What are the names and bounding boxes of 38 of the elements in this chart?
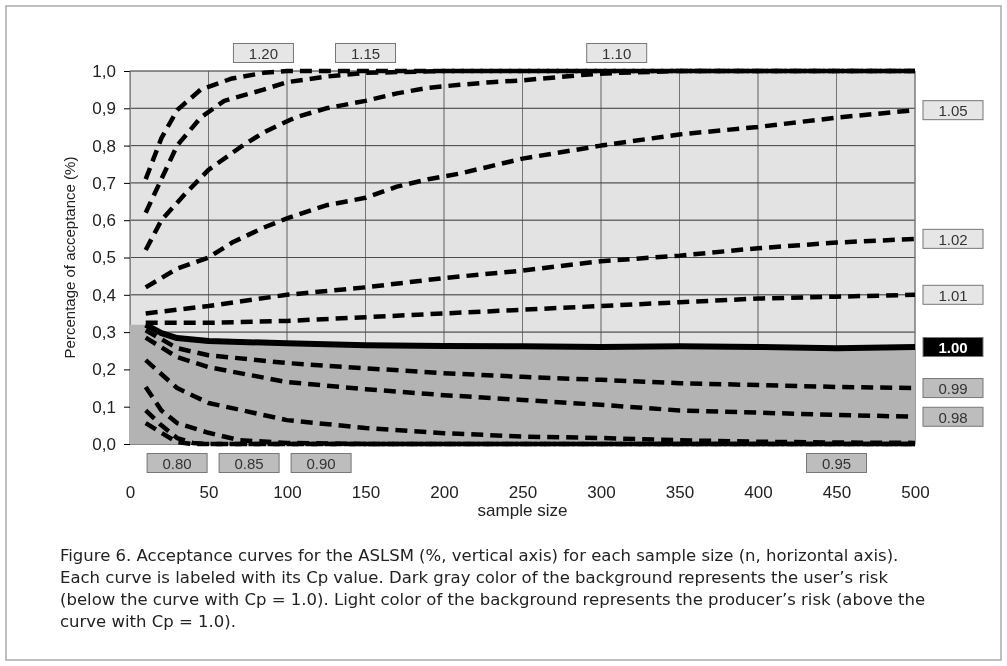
y-tick-label: 0,1 <box>92 397 116 417</box>
x-tick-label: 0 <box>125 483 136 503</box>
series-label: 0.99 <box>938 380 968 398</box>
y-tick-label: 0,4 <box>92 285 116 305</box>
series-label: 1.01 <box>938 286 968 304</box>
series-label: 0.80 <box>162 455 192 472</box>
x-tick-label: 250 <box>508 483 538 503</box>
x-tick-label: 100 <box>273 483 302 503</box>
series-label: 0.98 <box>938 408 968 426</box>
y-tick-label: 1,0 <box>92 61 116 81</box>
x-tick-label: 50 <box>199 483 219 503</box>
y-tick-label: 0,3 <box>92 323 116 343</box>
x-tick-label: 500 <box>901 483 930 503</box>
series-label: 0.85 <box>234 455 264 472</box>
x-tick-label: 350 <box>665 483 695 503</box>
y-tick-label: 0,6 <box>92 211 116 231</box>
series-label: 1.10 <box>602 45 632 62</box>
x-tick-label: 450 <box>822 483 852 503</box>
x-axis-title: sample size <box>477 501 568 520</box>
series-label: 1.15 <box>350 45 381 62</box>
x-tick-label: 400 <box>744 483 773 503</box>
series-label: 1.20 <box>248 45 279 62</box>
series-label: 1.00 <box>938 339 968 357</box>
y-tick-label: 0,9 <box>92 99 116 119</box>
y-tick-label: 0,0 <box>92 434 116 454</box>
series-label: 0.95 <box>821 455 852 472</box>
series-label: 1.05 <box>938 102 968 120</box>
caption: Figure 6. Acceptance curves for the ASLSM (%, vertical axis) for each sample size (n, horizontal axis). Each curve is labeled with its Cp value. Dark gray color of the background represents the user’s risk (below the curve with Cp = 1.0). Light color of the background represents the producer’s risk (above the curve with Cp = 1.0). <box>60 545 927 633</box>
x-tick-label: 200 <box>430 483 459 503</box>
x-tick-label: 150 <box>351 483 381 503</box>
y-tick-label: 0,2 <box>92 360 116 380</box>
series-label: 0.90 <box>306 455 336 472</box>
y-tick-label: 0,7 <box>92 173 116 193</box>
y-axis-title: Percentage of acceptance (%) <box>61 156 78 359</box>
y-tick-label: 0,8 <box>92 136 116 156</box>
x-tick-label: 300 <box>587 483 616 503</box>
y-tick-label: 0,5 <box>92 248 116 268</box>
series-label: 1.02 <box>938 230 968 248</box>
